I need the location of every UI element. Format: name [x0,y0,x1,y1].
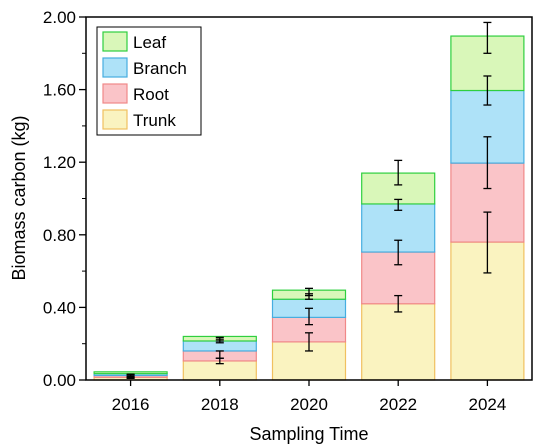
y-tick-label: 0.40 [43,298,76,317]
error-bar-layer [126,21,492,380]
bar-leaf-2016 [93,371,168,375]
error-bar-leaf-2022 [394,159,403,186]
error-bar-root-2022 [394,239,403,266]
x-axis-title: Sampling Time [249,424,368,444]
y-tick-label: 1.20 [43,153,76,172]
y-tick-label: 0.80 [43,226,76,245]
legend-swatch [102,31,128,52]
x-tick-label: 2020 [290,395,328,414]
legend-label: Branch [133,59,187,78]
error-bar-branch-2022 [394,198,403,211]
x-tick-label: 2024 [468,395,506,414]
error-bar-branch-2024 [483,75,492,106]
y-axis-title: Biomass carbon (kg) [9,115,29,280]
y-axis: 0.00 0.40 0.80 1.20 1.60 2.00 [43,8,86,390]
y-tick-label: 2.00 [43,8,76,27]
error-bar-leaf-2020 [305,287,313,297]
x-axis: 2016 2018 2020 2022 2024 [112,380,506,414]
error-bar-leaf-2024 [483,21,492,54]
error-bar-root-2016 [126,376,135,380]
legend-label: Leaf [133,33,166,52]
legend-label: Trunk [133,111,176,130]
x-tick-label: 2018 [201,395,239,414]
y-tick-label: 0.00 [43,371,76,390]
error-bar-trunk-2020 [305,332,313,352]
legend-item-leaf: Leaf [102,31,166,52]
legend-swatch [102,83,128,104]
legend-item-root: Root [102,83,169,104]
legend-swatch [102,57,128,78]
error-bar-root-2018 [215,350,224,359]
legend-swatch [102,109,128,130]
bar-trunk-2022 [361,303,436,381]
error-bar-leaf-2018 [215,336,224,342]
legend: Leaf Branch Root Trunk [96,26,202,136]
legend-item-branch: Branch [102,57,187,78]
error-bar-trunk-2024 [483,211,492,274]
error-bar-root-2024 [483,136,492,190]
x-tick-label: 2022 [379,395,417,414]
x-tick-label: 2016 [112,395,150,414]
error-bar-root-2020 [305,307,313,326]
legend-item-trunk: Trunk [102,109,176,130]
error-bar-leaf-2016 [126,373,135,378]
y-tick-label: 1.60 [43,81,76,100]
legend-label: Root [133,85,169,104]
error-bar-trunk-2022 [394,294,403,313]
